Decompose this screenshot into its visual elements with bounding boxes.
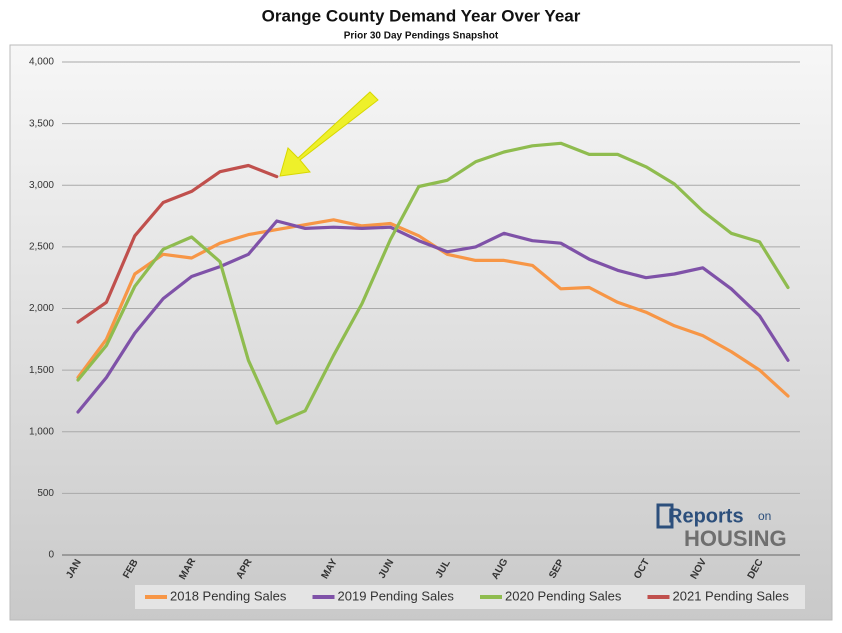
y-tick-label: 2,500 <box>29 242 54 253</box>
legend <box>135 585 805 609</box>
series-line <box>76 219 790 414</box>
logo-text: Reports <box>668 505 744 527</box>
y-tick-label: 3,000 <box>29 180 54 191</box>
logo-text: HOUSING <box>684 526 787 551</box>
logo-text: on <box>758 509 771 523</box>
y-tick-label: 500 <box>37 488 54 499</box>
logo-icon <box>656 503 674 529</box>
y-tick-label: 1,000 <box>29 426 54 437</box>
lines <box>76 141 790 425</box>
y-tick-label: 3,500 <box>29 118 54 129</box>
legend-label: 2021 Pending Sales <box>673 588 790 603</box>
series-line <box>76 141 790 425</box>
y-tick-label: 1,500 <box>29 365 54 376</box>
y-tick-label: 4,000 <box>29 57 54 68</box>
legend-label: 2018 Pending Sales <box>170 588 287 603</box>
y-tick-label: 0 <box>48 550 54 561</box>
chart-title: Orange County Demand Year Over Year <box>262 6 581 25</box>
y-tick-label: 2,000 <box>29 303 54 314</box>
logo: Reports on HOUSING <box>656 503 787 551</box>
series-line <box>76 163 279 324</box>
arrow <box>279 91 379 177</box>
chart-subtitle: Prior 30 Day Pendings Snapshot <box>344 31 499 42</box>
legend-label: 2019 Pending Sales <box>338 588 455 603</box>
legend-label: 2020 Pending Sales <box>505 588 622 603</box>
legend-items: 2018 Pending Sales 2019 Pending Sales 2020… <box>145 588 789 603</box>
